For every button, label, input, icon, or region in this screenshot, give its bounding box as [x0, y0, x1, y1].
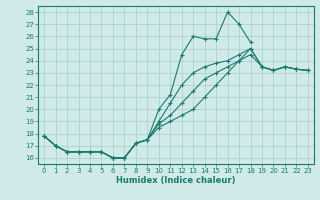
- X-axis label: Humidex (Indice chaleur): Humidex (Indice chaleur): [116, 176, 236, 185]
